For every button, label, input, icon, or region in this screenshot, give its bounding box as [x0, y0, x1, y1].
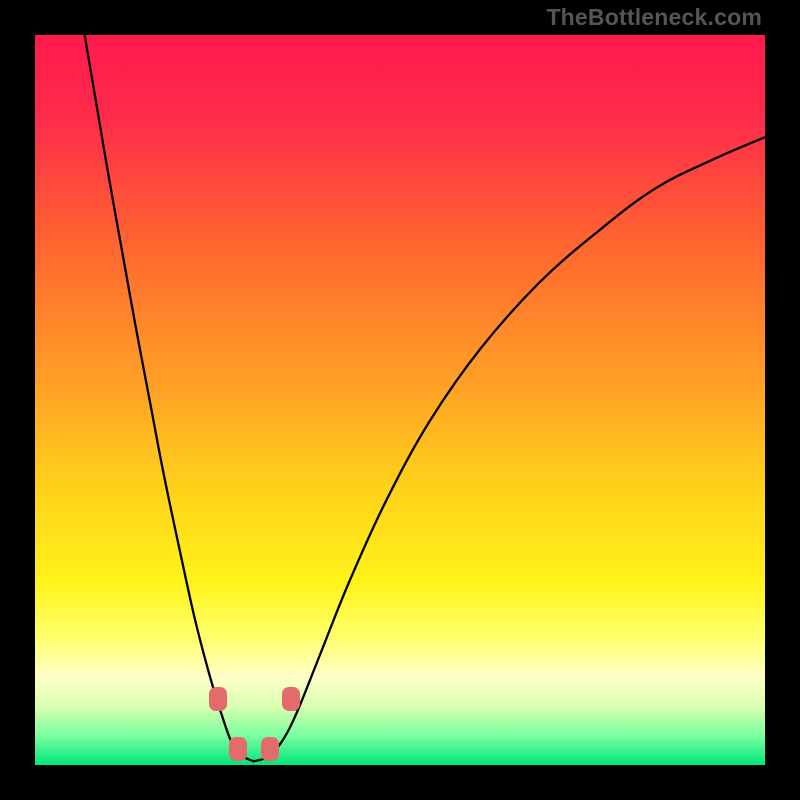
right-curve: [254, 137, 765, 761]
left-curve: [85, 35, 254, 761]
data-marker: [261, 737, 279, 761]
curve-layer: [35, 35, 765, 765]
data-marker: [282, 687, 300, 711]
watermark-text: TheBottleneck.com: [546, 4, 762, 31]
data-marker: [229, 737, 247, 761]
data-marker: [209, 687, 227, 711]
figure-canvas: TheBottleneck.com: [0, 0, 800, 800]
plot-area: [35, 35, 765, 765]
